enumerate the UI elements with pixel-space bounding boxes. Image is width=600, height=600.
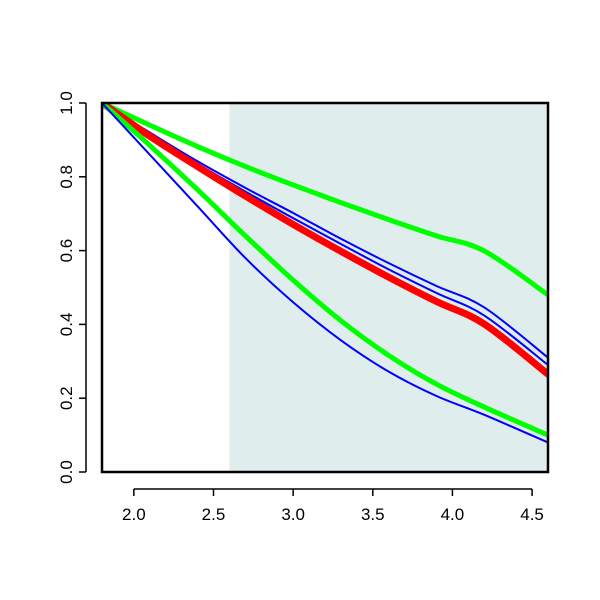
series-line-5	[102, 103, 548, 438]
series-layer	[102, 103, 548, 444]
x-tick-label: 3.0	[281, 505, 305, 524]
series-line-1	[102, 103, 548, 298]
y-tick-label: 0.0	[57, 460, 76, 484]
x-tick-label: 2.0	[122, 505, 146, 524]
x-tick-label: 4.0	[441, 505, 465, 524]
series-line-6	[102, 103, 548, 444]
y-tick-label: 0.4	[57, 313, 76, 337]
axis-layer: 2.0 2.5 3.0 3.5 4.0 4.5 0.0 0.2 0.4 0.6 0.8 1.0	[57, 91, 544, 524]
x-tick-label: 3.5	[361, 505, 385, 524]
series-line-4	[102, 103, 548, 378]
y-tick-label: 1.0	[57, 91, 76, 115]
y-tick-label: 0.2	[57, 386, 76, 410]
series-line-2	[102, 103, 548, 359]
x-tick-label: 2.5	[202, 505, 226, 524]
x-tick-label: 4.5	[520, 505, 544, 524]
y-tick-label: 0.8	[57, 165, 76, 189]
plot-frame	[100, 101, 550, 474]
y-tick-label: 0.6	[57, 239, 76, 263]
